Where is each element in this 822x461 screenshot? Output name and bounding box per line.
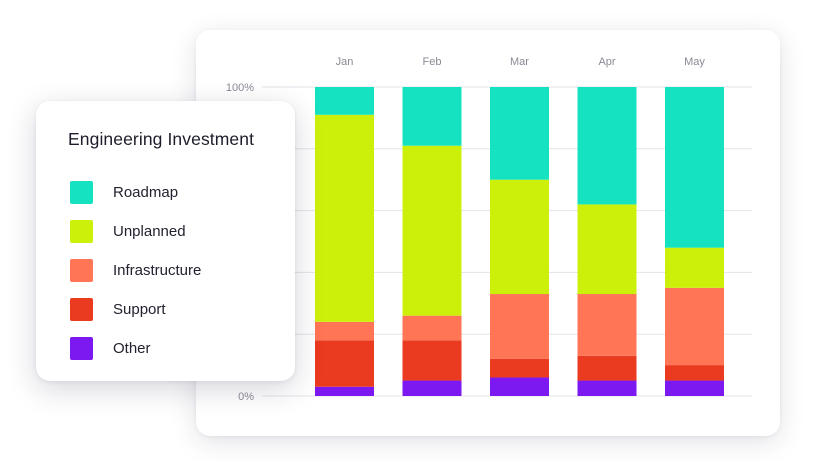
legend-list: Roadmap Unplanned Infrastructure Support… [70,173,201,368]
bar-segment-other [402,380,462,396]
x-category-label: May [684,56,705,68]
bar-segment-other [577,380,637,396]
bar-segment-other [315,386,374,396]
legend-label: Unplanned [113,223,186,240]
legend-title: Engineering Investment [68,129,255,149]
x-category-label: Feb [423,56,442,68]
y-tick-label: 100% [226,82,254,94]
bar-segment-roadmap [577,87,637,205]
bar-segment-unplanned [665,247,724,288]
bar-segment-infrastructure [665,287,724,366]
bar-segment-infrastructure [315,321,374,341]
y-tick-label: 0% [238,391,254,403]
infrastructure-swatch [70,259,93,282]
bar-segment-other [665,380,724,396]
bar-segment-support [665,365,724,381]
legend-label: Support [113,301,166,318]
bar-segment-infrastructure [490,294,549,359]
unplanned-swatch [70,220,93,243]
legend-item-other: Other [70,329,201,368]
bar-segment-unplanned [577,204,637,295]
bar-segment-support [577,355,637,381]
legend-card: Engineering Investment Roadmap Unplanned… [36,101,295,381]
bar-segment-roadmap [315,87,374,115]
bar-segment-unplanned [490,179,549,295]
bar-segment-roadmap [402,87,462,146]
bar-segment-roadmap [490,87,549,180]
stacked-bar-chart: 100% 0% Jan Feb Mar Apr May [226,56,752,403]
legend-item-unplanned: Unplanned [70,212,201,251]
x-category-label: Apr [598,56,615,68]
legend-item-support: Support [70,290,201,329]
support-swatch [70,298,93,321]
legend-label: Other [113,340,151,357]
bar-segment-support [490,358,549,378]
bar-segment-support [402,340,462,381]
legend-item-infrastructure: Infrastructure [70,251,201,290]
bar-segment-unplanned [315,114,374,322]
other-swatch [70,337,93,360]
x-category-label: Jan [336,56,354,68]
bar-segment-support [315,340,374,387]
x-category-label: Mar [510,56,529,68]
legend-item-roadmap: Roadmap [70,173,201,212]
legend-label: Infrastructure [113,262,202,279]
bar-segment-roadmap [665,87,724,248]
bar-segment-infrastructure [402,315,462,341]
bar-segment-unplanned [402,145,462,316]
legend-label: Roadmap [113,184,179,201]
bar-segment-other [490,377,549,396]
bar-segment-infrastructure [577,294,637,356]
roadmap-swatch [70,181,93,204]
